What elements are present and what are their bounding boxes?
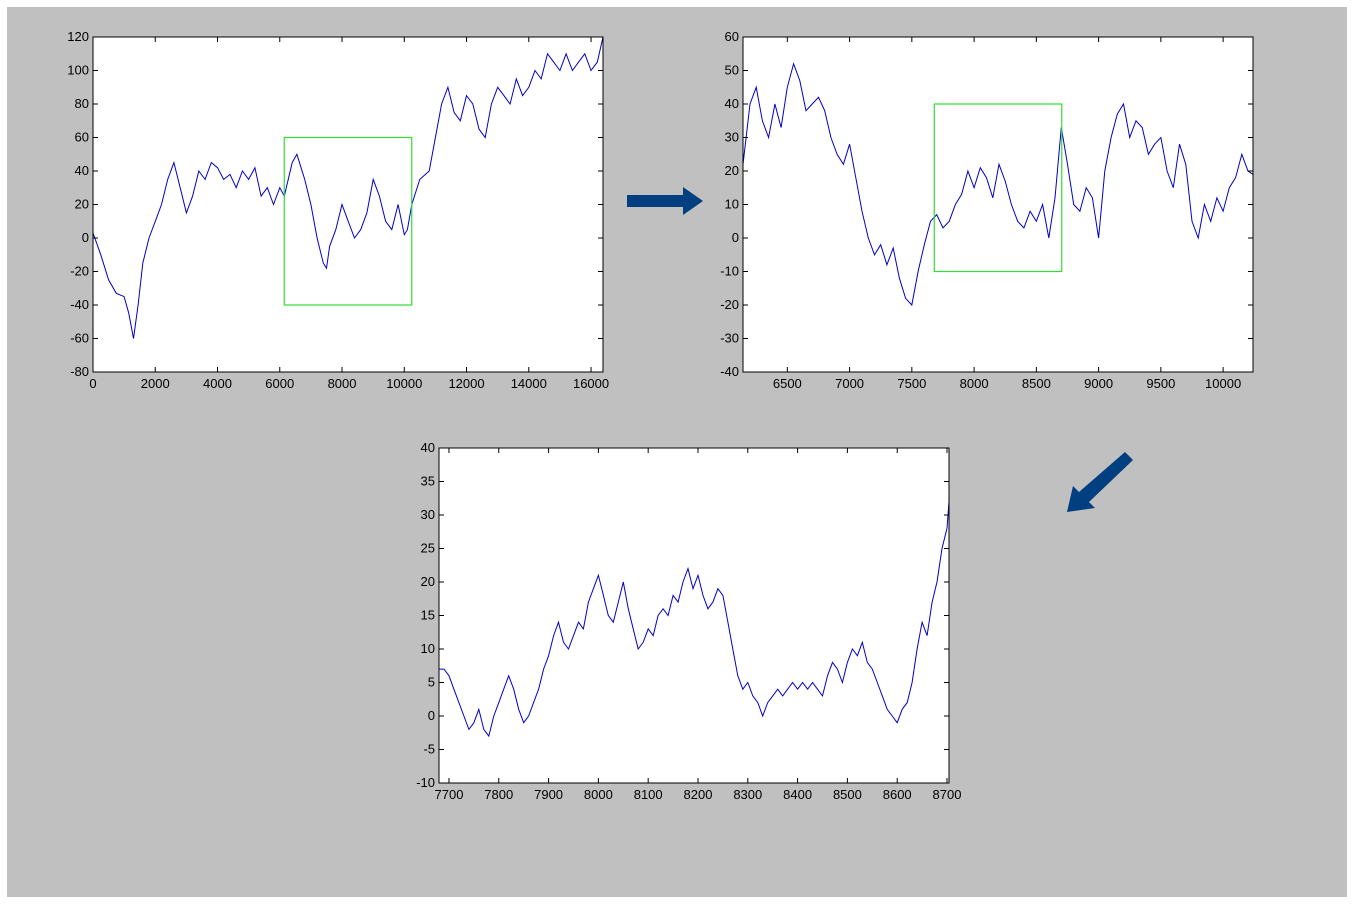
arrow-right-icon xyxy=(627,187,703,215)
y-tick-label: 0 xyxy=(82,230,89,245)
x-tick-label: 16000 xyxy=(573,376,609,391)
y-tick-label: -80 xyxy=(70,364,89,379)
line-chart-zoom-1: 6500 7000 7500 8000 8500 9000 9500 10000 -40 -30 -… xyxy=(720,29,1254,391)
y-tick-label: -40 xyxy=(720,364,739,379)
plot-area xyxy=(93,37,603,372)
x-tick-label: 8700 xyxy=(933,787,962,802)
x-tick-label: 9500 xyxy=(1146,376,1175,391)
zoom-box xyxy=(933,103,1063,273)
figure-background: 0 2000 4000 6000 8000 10000 12000 14000 16000 -80… xyxy=(7,7,1347,897)
y-tick-label: -30 xyxy=(720,331,739,346)
y-tick-label: 50 xyxy=(725,63,739,78)
y-tick-label: -20 xyxy=(70,264,89,279)
y-tick-label: 5 xyxy=(428,675,435,690)
x-tick-label: 6500 xyxy=(773,376,802,391)
arrow-down-left-icon xyxy=(1067,452,1133,512)
x-tick-label: 8000 xyxy=(960,376,989,391)
x-tick-label: 6000 xyxy=(265,376,294,391)
y-tick-label: 120 xyxy=(67,29,89,44)
x-tick-label: 8500 xyxy=(1022,376,1051,391)
x-tick-label: 10000 xyxy=(386,376,422,391)
plot-area xyxy=(743,37,1253,372)
y-tick-label: -40 xyxy=(70,297,89,312)
y-tick-label: 0 xyxy=(732,230,739,245)
y-tick-label: -5 xyxy=(423,742,435,757)
x-tick-label: 7700 xyxy=(435,787,464,802)
series-line xyxy=(92,36,604,339)
x-tick-label: 10000 xyxy=(1205,376,1241,391)
x-tick-label: 4000 xyxy=(203,376,232,391)
y-tick-label: 40 xyxy=(75,163,89,178)
y-tick-label: 15 xyxy=(421,608,435,623)
x-tick-label: 8300 xyxy=(733,787,762,802)
x-tick-label: 8000 xyxy=(584,787,613,802)
x-tick-label: 9000 xyxy=(1084,376,1113,391)
x-tick-label: 8600 xyxy=(883,787,912,802)
plot-zoom-level-2: 7700 7800 7900 8000 8100 8200 8300 8400 8500 8600… xyxy=(393,440,993,817)
y-tick-label: 60 xyxy=(725,29,739,44)
x-tick-label: 0 xyxy=(89,376,96,391)
y-tick-label: -60 xyxy=(70,331,89,346)
x-tick-label: 8100 xyxy=(634,787,663,802)
y-tick-label: 10 xyxy=(421,641,435,656)
zoom-box xyxy=(283,136,413,306)
x-tick-label: 7900 xyxy=(534,787,563,802)
x-tick-label: 8000 xyxy=(328,376,357,391)
y-tick-label: 20 xyxy=(75,197,89,212)
y-tick-label: 10 xyxy=(725,197,739,212)
y-tick-label: 20 xyxy=(421,574,435,589)
plot-full-signal: 0 2000 4000 6000 8000 10000 12000 14000 16000 -80… xyxy=(31,29,651,401)
y-tick-label: 100 xyxy=(67,63,89,78)
y-tick-label: 60 xyxy=(75,130,89,145)
x-tick-label: 8500 xyxy=(833,787,862,802)
y-tick-label: 20 xyxy=(725,163,739,178)
y-tick-label: 30 xyxy=(725,130,739,145)
x-tick-label: 7800 xyxy=(484,787,513,802)
x-tick-label: 2000 xyxy=(141,376,170,391)
x-tick-label: 8200 xyxy=(684,787,713,802)
line-chart-full: 0 2000 4000 6000 8000 10000 12000 14000 16000 -80… xyxy=(67,29,609,391)
arrow-right-shape xyxy=(627,187,703,215)
plot-zoom-level-1: 6500 7000 7500 8000 8500 9000 9500 10000 -40 -30 -… xyxy=(697,29,1297,401)
y-tick-label: 25 xyxy=(421,541,435,556)
y-tick-label: -10 xyxy=(416,775,435,790)
line-chart-zoom-2: 7700 7800 7900 8000 8100 8200 8300 8400 8500 8600… xyxy=(416,440,962,802)
x-tick-label: 8400 xyxy=(783,787,812,802)
y-tick-label: 40 xyxy=(421,440,435,455)
arrow-down-left-shape xyxy=(1067,452,1133,512)
y-tick-label: 30 xyxy=(421,507,435,522)
y-tick-label: 0 xyxy=(428,708,435,723)
y-tick-label: 40 xyxy=(725,96,739,111)
plot-area xyxy=(439,448,949,783)
y-tick-label: -10 xyxy=(720,264,739,279)
x-tick-label: 7000 xyxy=(835,376,864,391)
x-tick-label: 7500 xyxy=(897,376,926,391)
x-tick-label: 12000 xyxy=(448,376,484,391)
series-line xyxy=(439,501,950,738)
series-line xyxy=(742,62,1254,307)
y-tick-label: 80 xyxy=(75,96,89,111)
y-tick-label: -20 xyxy=(720,297,739,312)
y-tick-label: 35 xyxy=(421,474,435,489)
x-tick-label: 14000 xyxy=(511,376,547,391)
